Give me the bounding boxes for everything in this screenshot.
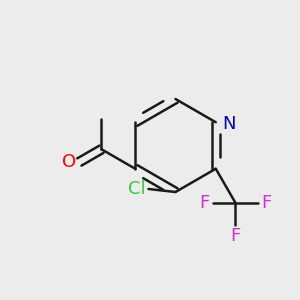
Text: O: O	[62, 153, 76, 171]
Text: F: F	[230, 227, 240, 245]
Text: Cl: Cl	[128, 180, 146, 198]
Text: F: F	[200, 194, 210, 211]
Text: F: F	[261, 194, 271, 211]
Text: N: N	[222, 115, 236, 133]
